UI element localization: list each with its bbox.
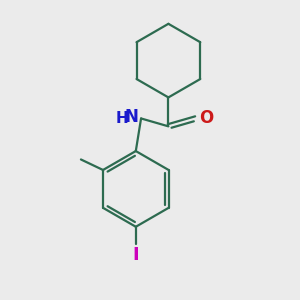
Text: O: O [200, 110, 214, 128]
Text: I: I [133, 246, 139, 264]
Text: N: N [124, 108, 138, 126]
Text: H: H [116, 111, 128, 126]
